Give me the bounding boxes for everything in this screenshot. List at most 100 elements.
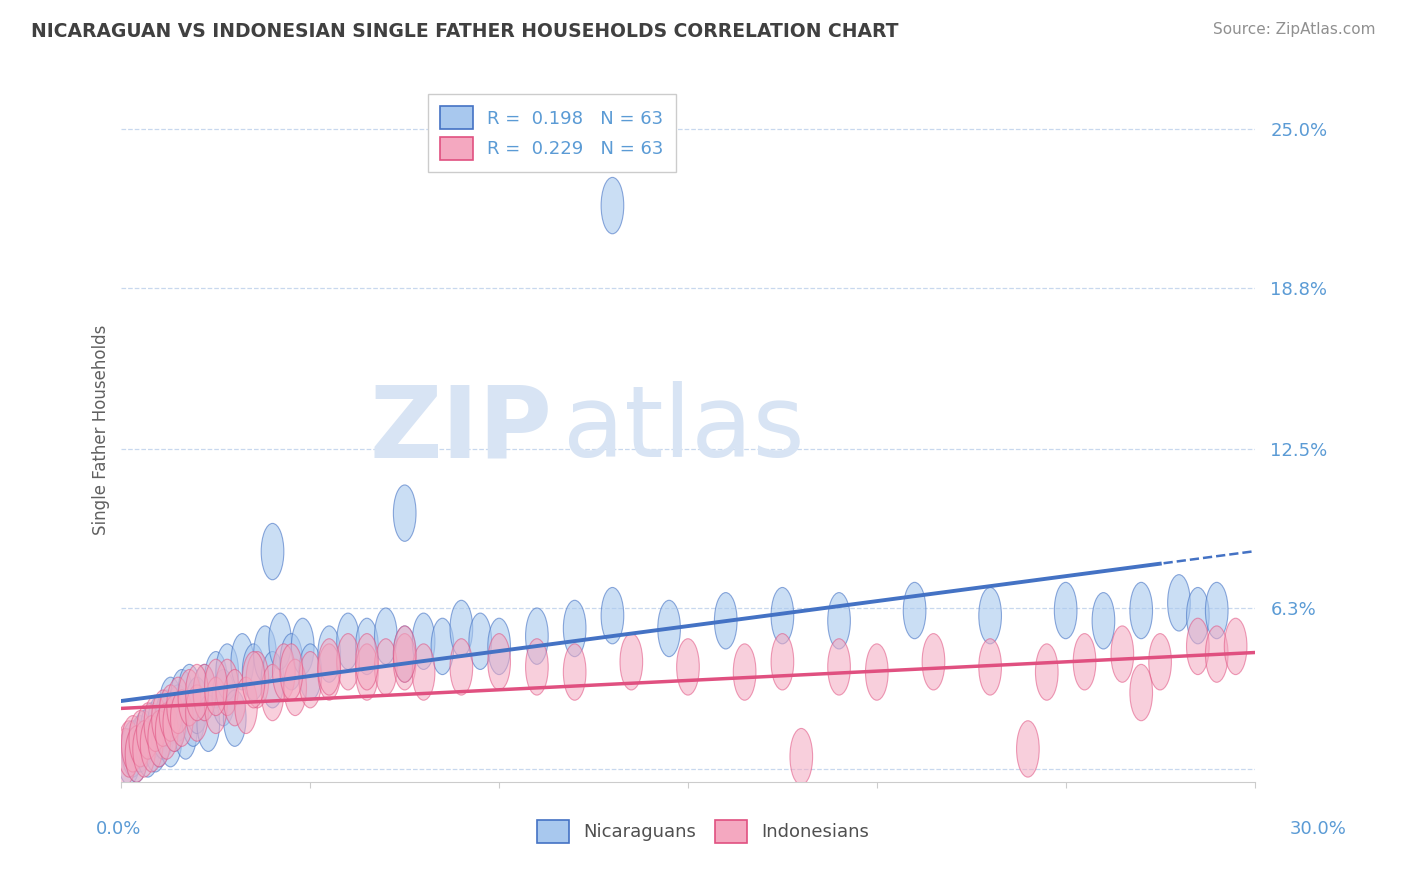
Ellipse shape [526, 608, 548, 665]
Ellipse shape [1205, 582, 1227, 639]
Ellipse shape [979, 588, 1001, 644]
Ellipse shape [374, 608, 396, 665]
Ellipse shape [167, 677, 190, 733]
Ellipse shape [1187, 588, 1209, 644]
Ellipse shape [280, 633, 302, 690]
Text: atlas: atlas [564, 382, 806, 478]
Ellipse shape [1130, 582, 1153, 639]
Ellipse shape [129, 711, 152, 767]
Ellipse shape [676, 639, 699, 695]
Legend: Nicaraguans, Indonesians: Nicaraguans, Indonesians [527, 811, 879, 852]
Ellipse shape [620, 633, 643, 690]
Ellipse shape [1073, 633, 1095, 690]
Ellipse shape [163, 695, 186, 751]
Ellipse shape [1167, 574, 1191, 631]
Ellipse shape [1187, 618, 1209, 674]
Ellipse shape [602, 178, 624, 234]
Ellipse shape [979, 639, 1001, 695]
Ellipse shape [1149, 633, 1171, 690]
Ellipse shape [163, 695, 186, 751]
Ellipse shape [1054, 582, 1077, 639]
Ellipse shape [394, 626, 416, 682]
Ellipse shape [148, 711, 170, 767]
Ellipse shape [336, 633, 360, 690]
Text: 0.0%: 0.0% [96, 820, 141, 838]
Ellipse shape [770, 588, 794, 644]
Y-axis label: Single Father Households: Single Father Households [93, 325, 110, 535]
Ellipse shape [903, 582, 927, 639]
Ellipse shape [186, 685, 208, 741]
Ellipse shape [262, 651, 284, 708]
Ellipse shape [734, 644, 756, 700]
Ellipse shape [262, 524, 284, 580]
Ellipse shape [394, 485, 416, 541]
Ellipse shape [193, 665, 217, 721]
Ellipse shape [356, 633, 378, 690]
Ellipse shape [159, 685, 181, 741]
Ellipse shape [273, 644, 295, 700]
Ellipse shape [224, 670, 246, 726]
Ellipse shape [828, 592, 851, 649]
Ellipse shape [318, 626, 340, 682]
Ellipse shape [235, 677, 257, 733]
Ellipse shape [356, 618, 378, 674]
Ellipse shape [212, 670, 235, 726]
Ellipse shape [318, 644, 340, 700]
Ellipse shape [336, 613, 360, 670]
Ellipse shape [143, 715, 167, 772]
Ellipse shape [432, 618, 454, 674]
Ellipse shape [488, 618, 510, 674]
Ellipse shape [132, 711, 156, 767]
Ellipse shape [412, 613, 434, 670]
Ellipse shape [284, 659, 307, 715]
Ellipse shape [394, 633, 416, 690]
Ellipse shape [143, 695, 167, 751]
Ellipse shape [1017, 721, 1039, 777]
Legend: R =  0.198   N = 63, R =  0.229   N = 63: R = 0.198 N = 63, R = 0.229 N = 63 [427, 94, 676, 172]
Ellipse shape [242, 644, 264, 700]
Text: 30.0%: 30.0% [1291, 820, 1347, 838]
Ellipse shape [121, 715, 143, 772]
Ellipse shape [129, 715, 152, 772]
Ellipse shape [450, 639, 472, 695]
Ellipse shape [231, 633, 253, 690]
Ellipse shape [1130, 665, 1153, 721]
Ellipse shape [148, 695, 170, 751]
Ellipse shape [118, 729, 141, 785]
Ellipse shape [564, 600, 586, 657]
Ellipse shape [450, 600, 472, 657]
Ellipse shape [394, 626, 416, 682]
Ellipse shape [156, 703, 179, 759]
Ellipse shape [828, 639, 851, 695]
Ellipse shape [253, 626, 277, 682]
Ellipse shape [1205, 626, 1227, 682]
Ellipse shape [242, 651, 264, 708]
Ellipse shape [125, 726, 148, 782]
Ellipse shape [318, 639, 340, 695]
Ellipse shape [790, 729, 813, 785]
Ellipse shape [269, 613, 291, 670]
Ellipse shape [299, 651, 322, 708]
Ellipse shape [658, 600, 681, 657]
Ellipse shape [125, 726, 148, 782]
Ellipse shape [141, 715, 163, 772]
Ellipse shape [204, 659, 228, 715]
Ellipse shape [121, 721, 143, 777]
Ellipse shape [217, 644, 239, 700]
Ellipse shape [488, 633, 510, 690]
Ellipse shape [246, 651, 269, 708]
Ellipse shape [170, 690, 193, 747]
Ellipse shape [564, 644, 586, 700]
Ellipse shape [412, 644, 434, 700]
Ellipse shape [186, 665, 208, 721]
Ellipse shape [152, 690, 174, 747]
Ellipse shape [193, 665, 217, 721]
Ellipse shape [356, 644, 378, 700]
Ellipse shape [204, 651, 228, 708]
Ellipse shape [217, 659, 239, 715]
Ellipse shape [204, 677, 228, 733]
Ellipse shape [262, 665, 284, 721]
Ellipse shape [156, 690, 179, 747]
Ellipse shape [470, 613, 492, 670]
Ellipse shape [141, 703, 163, 759]
